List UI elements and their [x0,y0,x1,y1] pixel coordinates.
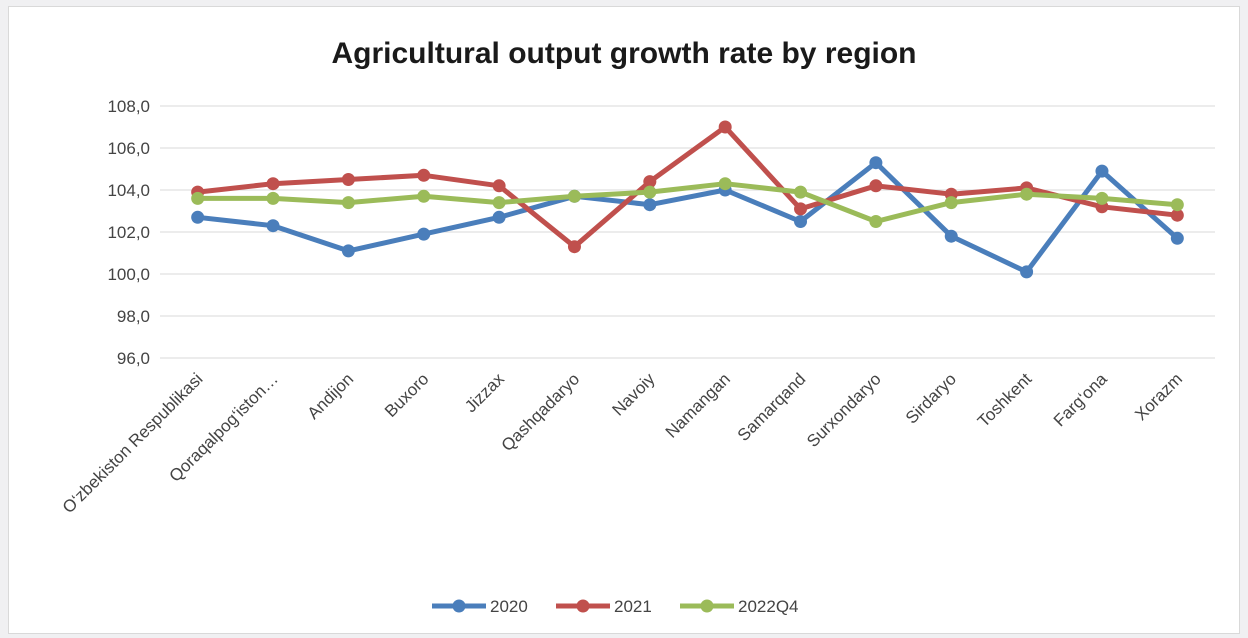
y-tick-label: 100,0 [107,265,150,284]
legend-swatch-marker [576,599,590,613]
data-point [1095,164,1109,178]
y-tick-label: 102,0 [107,223,150,242]
data-point [266,219,280,233]
series-2022Q4 [191,177,1184,228]
data-point [1170,208,1184,222]
x-tick-label: Qashqadaryo [498,369,584,455]
data-point [417,189,431,203]
legend-label: 2020 [490,597,528,616]
data-point [643,185,657,199]
x-tick-label: Xorazm [1131,369,1186,424]
data-point [341,244,355,258]
data-point [492,210,506,224]
data-point [191,210,205,224]
data-point [1020,265,1034,279]
data-point [718,177,732,191]
x-tick-label: Namangan [662,369,734,441]
legend-item: 2022Q4 [680,597,799,616]
data-point [794,215,808,228]
data-point [1020,187,1034,201]
data-point [567,189,581,203]
x-tick-label: Jizzax [461,369,508,416]
y-tick-label: 108,0 [107,97,150,116]
data-point [718,120,732,134]
data-point [191,191,205,205]
data-point [492,196,506,210]
data-point [341,173,355,186]
x-axis: O‘zbekiston RespublikasiQoraqalpog‘iston… [59,369,1186,517]
x-tick-label: Andijon [304,369,358,423]
chart-card: Agricultural output growth rate by regio… [8,6,1240,634]
x-tick-label: Farg‘ona [1050,369,1111,430]
legend: 2020 2021 2022Q4 [432,597,799,616]
data-point [869,179,883,193]
x-tick-label: Navoiy [608,369,659,420]
chart-title: Agricultural output growth rate by regio… [331,37,917,70]
data-point [1170,198,1184,212]
series-line [197,181,1178,224]
legend-swatch-marker [452,599,466,613]
y-tick-label: 96,0 [117,349,150,368]
data-point [643,198,657,212]
x-tick-label: Sirdaryo [902,369,960,427]
data-point [643,175,657,189]
x-tick-label: Buxoro [381,369,433,421]
y-tick-label: 104,0 [107,181,150,200]
x-tick-label: Samarqand [734,369,810,445]
legend-label: 2022Q4 [738,597,799,616]
data-point [266,177,280,191]
y-tick-label: 106,0 [107,139,150,158]
y-axis: 108,0 106,0 104,0 102,0 100,0 98,0 96,0 [107,97,150,368]
data-point [794,202,808,216]
data-point [341,196,355,210]
x-tick-label: Toshkent [974,369,1036,431]
series-line [197,124,1178,250]
series-2020 [191,156,1184,279]
legend-label: 2021 [614,597,652,616]
legend-item: 2021 [556,597,652,616]
x-tick-label: O‘zbekiston Respublikasi [59,369,207,517]
data-point [1170,231,1184,245]
data-point [869,215,883,228]
data-point [944,196,958,210]
data-point [944,229,958,243]
data-point [417,227,431,241]
data-point [794,185,808,199]
legend-swatch-marker [700,599,714,613]
legend-item: 2020 [432,597,528,616]
data-point [567,240,581,254]
data-point [492,179,506,193]
data-point [869,156,883,170]
y-tick-label: 98,0 [117,307,150,326]
data-point [417,168,431,182]
data-point [1095,191,1109,205]
x-tick-label: Surxondaryo [803,369,885,451]
data-point [266,191,280,205]
series-line [197,160,1179,275]
